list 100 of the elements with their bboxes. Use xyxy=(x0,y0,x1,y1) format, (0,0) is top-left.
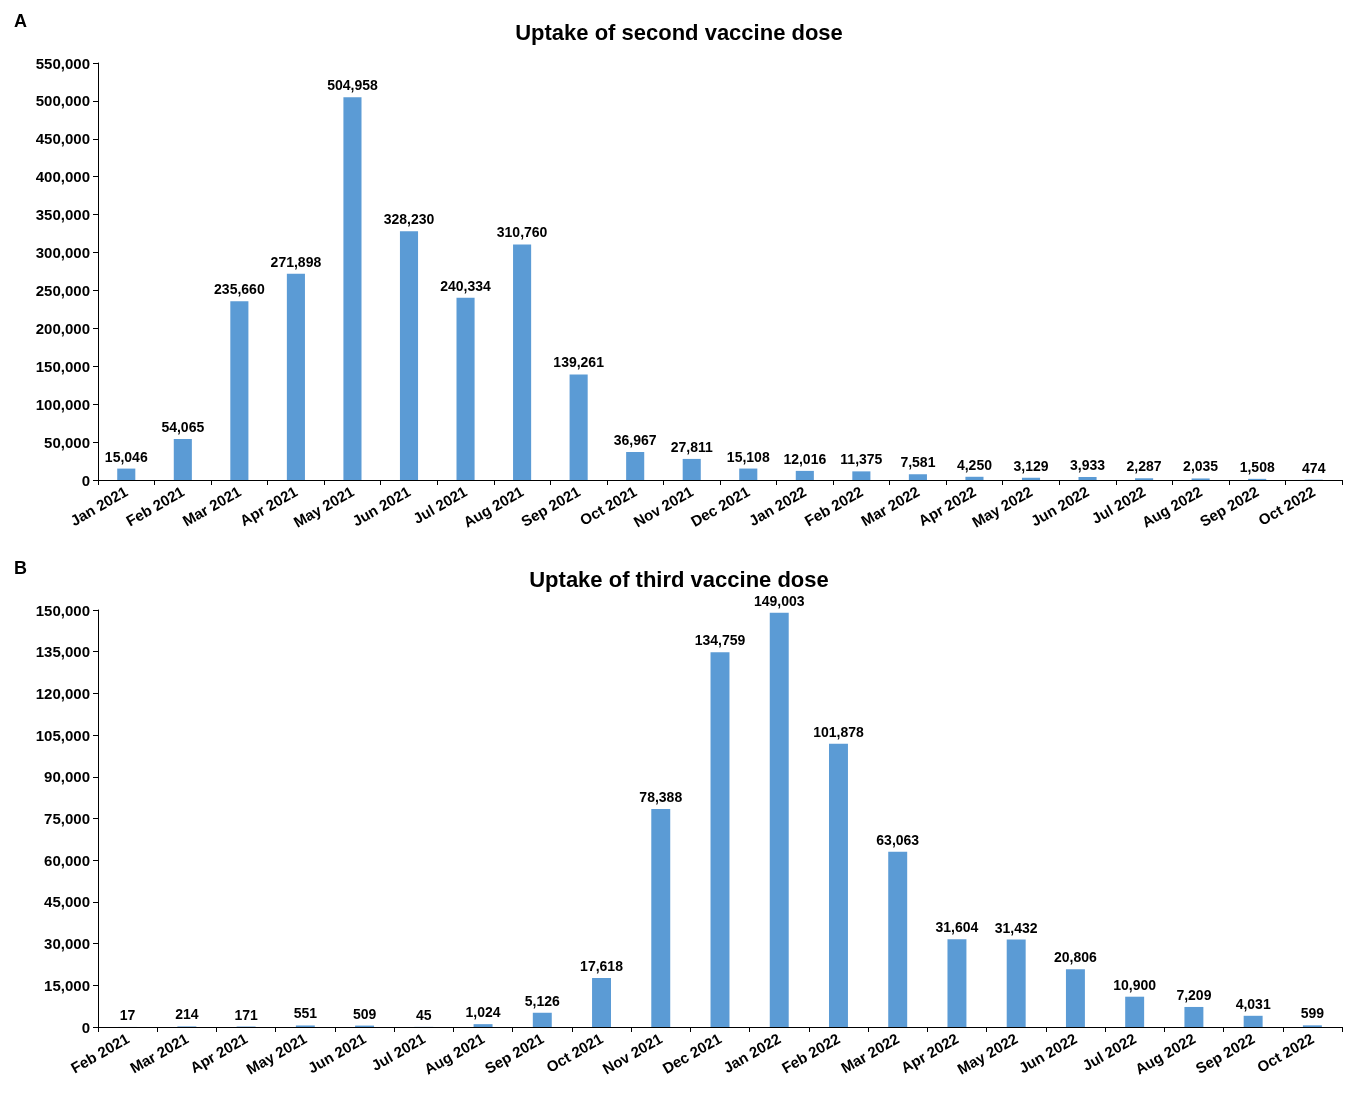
y-tick-label: 100,000 xyxy=(35,395,90,413)
bar xyxy=(286,273,305,480)
y-tick-label: 150,000 xyxy=(35,357,90,375)
data-label: 504,958 xyxy=(327,77,378,94)
bar xyxy=(569,374,588,480)
data-label: 15,108 xyxy=(726,448,770,465)
data-label: 474 xyxy=(1302,459,1326,476)
text: A xyxy=(14,11,27,31)
data-label: 17,618 xyxy=(580,958,624,975)
bar xyxy=(682,458,701,480)
bar xyxy=(1125,996,1145,1027)
bar xyxy=(456,297,475,480)
data-label: 31,432 xyxy=(994,919,1038,936)
data-label: 3,129 xyxy=(1013,457,1049,474)
data-label: 509 xyxy=(352,1005,377,1022)
bar xyxy=(343,97,362,480)
bar xyxy=(626,451,645,480)
bar xyxy=(947,939,967,1027)
data-label: 134,759 xyxy=(694,632,746,649)
data-label: 45 xyxy=(416,1006,432,1023)
bar xyxy=(1006,939,1026,1027)
data-label: 3,933 xyxy=(1070,457,1106,474)
bar xyxy=(965,476,984,480)
y-tick-label: 350,000 xyxy=(35,206,90,224)
data-label: 5,126 xyxy=(524,992,561,1009)
data-label: 11,375 xyxy=(840,451,883,468)
data-label: 235,660 xyxy=(214,281,265,298)
bar xyxy=(117,468,136,480)
bar xyxy=(592,978,611,1027)
data-label: 15,046 xyxy=(104,448,148,465)
data-label: 551 xyxy=(293,1005,318,1022)
data-label: 139,261 xyxy=(553,354,605,371)
y-tick-label: 60,000 xyxy=(44,851,90,869)
bar xyxy=(795,470,814,480)
bar xyxy=(532,1012,552,1027)
text: B xyxy=(14,558,27,578)
data-label: 310,760 xyxy=(496,224,548,241)
data-label: 63,063 xyxy=(876,831,920,848)
data-label: 2,035 xyxy=(1183,458,1219,475)
data-label: 1,508 xyxy=(1239,458,1275,475)
bar xyxy=(829,743,848,1027)
y-tick-label: 500,000 xyxy=(35,92,90,110)
bar xyxy=(1184,1006,1204,1027)
data-label: 31,604 xyxy=(935,919,979,936)
y-tick-label: 45,000 xyxy=(44,893,90,911)
data-label: 149,003 xyxy=(753,592,805,609)
y-tick-label: 550,000 xyxy=(35,54,90,72)
data-label: 17 xyxy=(119,1006,136,1023)
chart-title: Uptake of third vaccine dose xyxy=(529,566,829,592)
y-tick-label: 120,000 xyxy=(35,684,90,702)
bar xyxy=(739,468,758,480)
data-label: 240,334 xyxy=(440,277,492,294)
y-tick-label: 90,000 xyxy=(44,768,90,786)
y-tick-label: 0 xyxy=(81,471,90,489)
data-label: 7,209 xyxy=(1176,986,1212,1003)
bar xyxy=(399,231,419,480)
bar xyxy=(1243,1015,1263,1027)
y-tick-label: 150,000 xyxy=(35,601,90,619)
y-tick-label: 300,000 xyxy=(35,244,90,262)
data-label: 4,031 xyxy=(1235,995,1271,1012)
y-tick-label: 105,000 xyxy=(35,726,90,744)
data-label: 214 xyxy=(175,1006,199,1023)
bar xyxy=(1065,969,1085,1027)
bar xyxy=(769,612,789,1027)
bar xyxy=(908,474,927,480)
y-tick-label: 15,000 xyxy=(44,976,90,994)
data-label: 101,878 xyxy=(813,723,864,740)
data-label: 2,287 xyxy=(1126,458,1162,475)
y-tick-label: 450,000 xyxy=(35,130,90,148)
data-label: 12,016 xyxy=(783,450,827,467)
bar xyxy=(1078,477,1097,480)
data-label: 54,065 xyxy=(161,419,205,436)
data-label: 271,898 xyxy=(270,253,322,270)
y-tick-label: 400,000 xyxy=(35,168,90,186)
data-label: 78,388 xyxy=(639,789,683,806)
y-tick-label: 30,000 xyxy=(44,935,90,953)
data-label: 1,024 xyxy=(465,1004,501,1021)
data-label: 27,811 xyxy=(670,438,713,455)
data-label: 36,967 xyxy=(613,431,657,448)
bar xyxy=(173,439,192,480)
bar xyxy=(888,851,908,1027)
y-tick-label: 250,000 xyxy=(35,281,90,299)
y-tick-label: 200,000 xyxy=(35,319,90,337)
bar xyxy=(651,809,671,1027)
y-tick-label: 135,000 xyxy=(35,643,90,661)
data-label: 171 xyxy=(234,1006,258,1023)
y-tick-label: 0 xyxy=(81,1018,90,1036)
x-tick-label: Oct 2022 xyxy=(1254,1029,1317,1076)
chart-title: Uptake of second vaccine dose xyxy=(515,19,843,45)
bar xyxy=(710,652,730,1027)
bar xyxy=(473,1024,493,1027)
data-label: 10,900 xyxy=(1113,976,1157,993)
bar xyxy=(513,244,532,480)
bar xyxy=(852,471,871,480)
y-tick-label: 50,000 xyxy=(44,433,90,451)
data-label: 7,581 xyxy=(900,454,936,471)
data-label: 599 xyxy=(1300,1005,1325,1022)
data-label: 20,806 xyxy=(1054,949,1098,966)
bar xyxy=(230,301,249,480)
data-label: 328,230 xyxy=(383,211,435,228)
